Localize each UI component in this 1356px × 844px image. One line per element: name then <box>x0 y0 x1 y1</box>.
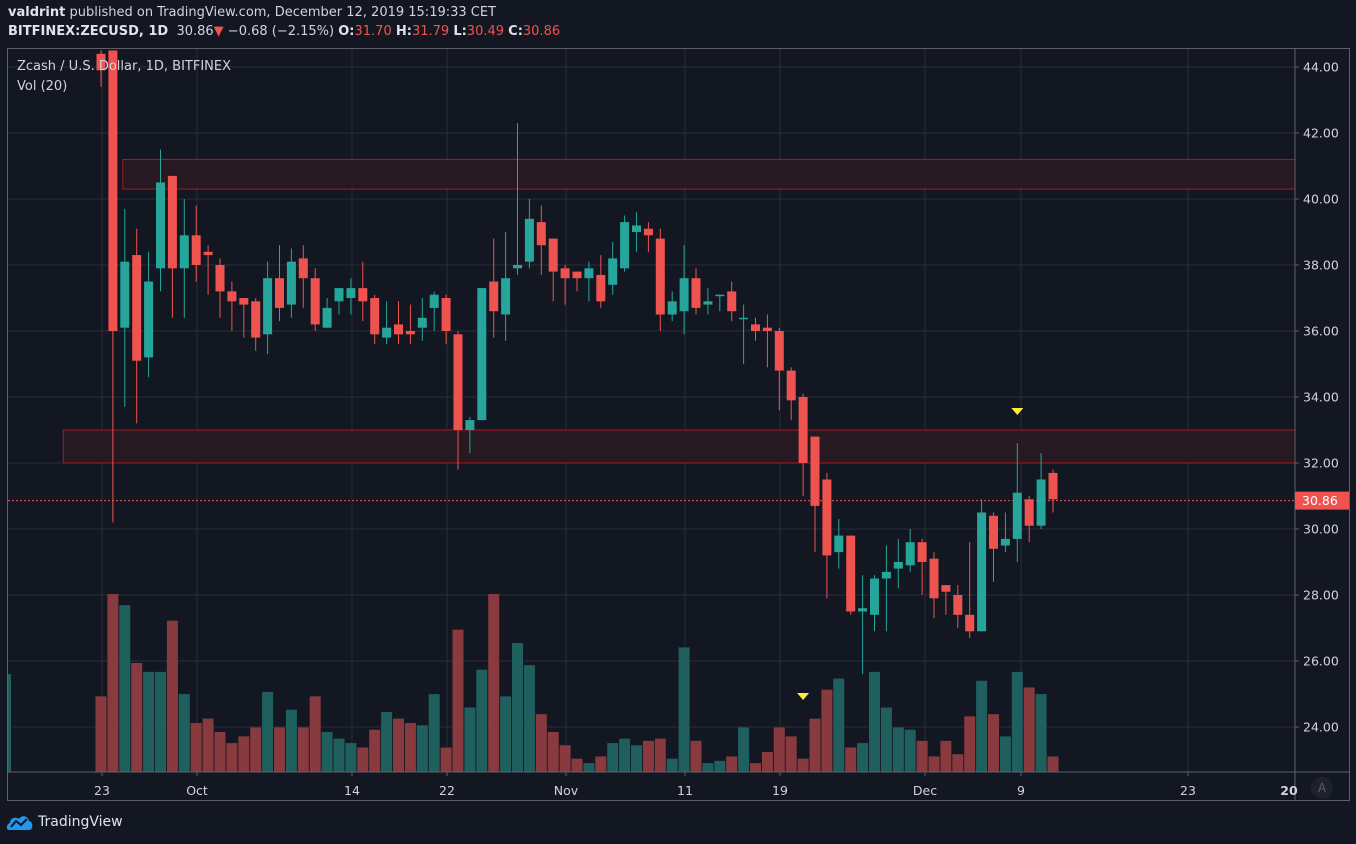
low-label: L: <box>453 24 467 39</box>
low-value: 30.49 <box>466 24 505 39</box>
down-arrow-icon: ▼ <box>213 24 224 39</box>
svg-text:20: 20 <box>1280 783 1298 798</box>
svg-text:36.00: 36.00 <box>1303 324 1339 339</box>
published-text: published on TradingView.com, December 1… <box>69 5 497 20</box>
legend-volume: Vol (20) <box>17 79 68 94</box>
symbol-info: BITFINEX:ZECUSD, 1D 30.86▼ −0.68 (−2.15%… <box>8 24 560 39</box>
chart-frame <box>7 48 1350 801</box>
legend-title: Zcash / U.S. Dollar, 1D, BITFINEX <box>17 59 231 74</box>
tradingview-logo: TradingView <box>6 813 123 831</box>
change: −0.68 (−2.15%) <box>227 24 335 39</box>
high-value: 31.79 <box>411 24 450 39</box>
svg-text:40.00: 40.00 <box>1303 192 1339 207</box>
svg-text:44.00: 44.00 <box>1303 60 1339 75</box>
last-price: 30.86 <box>176 24 214 39</box>
svg-text:Nov: Nov <box>554 783 579 798</box>
svg-text:26.00: 26.00 <box>1303 654 1339 669</box>
close-label: C: <box>508 24 523 39</box>
svg-text:Oct: Oct <box>186 783 208 798</box>
svg-text:42.00: 42.00 <box>1303 126 1339 141</box>
symbol: BITFINEX:ZECUSD, 1D <box>8 24 169 39</box>
svg-text:30.00: 30.00 <box>1303 522 1339 537</box>
svg-text:23: 23 <box>1180 783 1196 798</box>
svg-text:23: 23 <box>94 783 110 798</box>
svg-text:30.86: 30.86 <box>1302 493 1338 508</box>
open-label: O: <box>338 24 355 39</box>
svg-text:24.00: 24.00 <box>1303 720 1339 735</box>
auto-scale-button[interactable]: A <box>1311 777 1333 799</box>
publish-info: valdrint published on TradingView.com, D… <box>8 5 496 20</box>
close-value: 30.86 <box>522 24 561 39</box>
svg-text:11: 11 <box>677 783 693 798</box>
brand-name: TradingView <box>38 814 123 830</box>
svg-text:Dec: Dec <box>913 783 937 798</box>
svg-text:19: 19 <box>772 783 788 798</box>
high-label: H: <box>395 24 412 39</box>
svg-text:14: 14 <box>344 783 360 798</box>
svg-text:34.00: 34.00 <box>1303 390 1339 405</box>
svg-text:38.00: 38.00 <box>1303 258 1339 273</box>
svg-text:32.00: 32.00 <box>1303 456 1339 471</box>
author: valdrint <box>8 5 66 20</box>
svg-text:9: 9 <box>1017 783 1025 798</box>
svg-text:28.00: 28.00 <box>1303 588 1339 603</box>
tradingview-cloud-icon <box>6 816 33 830</box>
svg-text:22: 22 <box>439 783 455 798</box>
open-value: 31.70 <box>354 24 392 39</box>
